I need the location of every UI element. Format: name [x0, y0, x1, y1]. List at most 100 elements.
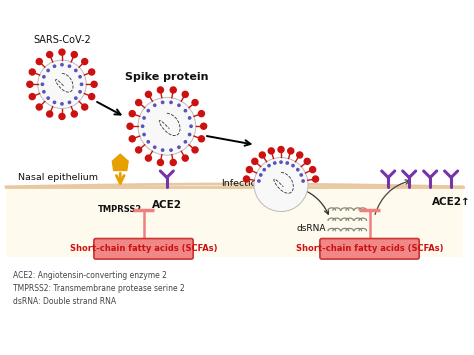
Circle shape: [41, 83, 44, 86]
Circle shape: [74, 97, 77, 99]
Circle shape: [29, 94, 35, 100]
Circle shape: [136, 147, 142, 153]
Circle shape: [147, 141, 149, 143]
Text: Short-chain fatty acids (SCFAs): Short-chain fatty acids (SCFAs): [70, 244, 217, 253]
Circle shape: [154, 146, 156, 148]
Circle shape: [89, 69, 95, 75]
Text: ACE2↑: ACE2↑: [432, 197, 471, 207]
Circle shape: [61, 64, 63, 66]
Circle shape: [136, 99, 142, 105]
Circle shape: [47, 69, 49, 72]
Circle shape: [36, 104, 42, 110]
Circle shape: [268, 148, 274, 154]
Circle shape: [297, 152, 303, 158]
Circle shape: [184, 141, 187, 143]
Circle shape: [300, 174, 302, 176]
Circle shape: [170, 101, 172, 104]
Circle shape: [68, 65, 71, 67]
Circle shape: [170, 149, 172, 151]
Circle shape: [27, 81, 33, 87]
Circle shape: [201, 123, 207, 129]
Circle shape: [71, 111, 77, 117]
Circle shape: [157, 87, 164, 93]
Circle shape: [46, 51, 53, 58]
Circle shape: [288, 148, 294, 154]
Circle shape: [43, 76, 45, 78]
Text: Spike protein: Spike protein: [125, 72, 209, 82]
Circle shape: [258, 180, 260, 182]
Circle shape: [129, 111, 135, 117]
Circle shape: [170, 87, 176, 93]
Circle shape: [254, 158, 308, 212]
Text: Infection: Infection: [221, 179, 262, 188]
FancyBboxPatch shape: [6, 187, 463, 257]
Circle shape: [292, 164, 294, 167]
Circle shape: [280, 161, 282, 163]
Circle shape: [182, 91, 188, 97]
Circle shape: [302, 180, 304, 182]
Text: dsRNA: Double strand RNA: dsRNA: Double strand RNA: [13, 297, 116, 306]
Circle shape: [178, 104, 180, 106]
Circle shape: [146, 91, 152, 97]
Circle shape: [304, 158, 310, 164]
Circle shape: [244, 176, 249, 182]
Circle shape: [74, 69, 77, 72]
Circle shape: [189, 117, 191, 119]
Circle shape: [127, 123, 133, 129]
Circle shape: [91, 81, 97, 87]
Circle shape: [157, 159, 164, 165]
Circle shape: [82, 104, 88, 110]
Circle shape: [141, 125, 144, 127]
Circle shape: [178, 146, 180, 148]
Circle shape: [252, 158, 258, 164]
Circle shape: [68, 101, 71, 104]
Circle shape: [182, 155, 188, 161]
FancyBboxPatch shape: [94, 239, 193, 259]
Circle shape: [61, 103, 63, 105]
Circle shape: [263, 169, 265, 171]
Text: Nasal epithelium: Nasal epithelium: [18, 173, 98, 182]
Circle shape: [162, 149, 164, 151]
Circle shape: [53, 65, 55, 67]
Circle shape: [129, 136, 135, 142]
Circle shape: [190, 125, 192, 127]
Circle shape: [278, 147, 284, 153]
Circle shape: [82, 59, 88, 65]
Circle shape: [79, 76, 81, 78]
Circle shape: [199, 111, 204, 117]
Circle shape: [46, 111, 53, 117]
Circle shape: [59, 113, 65, 120]
Circle shape: [71, 51, 77, 58]
Circle shape: [47, 97, 49, 99]
FancyBboxPatch shape: [320, 239, 419, 259]
Circle shape: [143, 133, 145, 136]
Text: TMPRSS2: TMPRSS2: [98, 204, 142, 213]
Circle shape: [260, 174, 262, 176]
Text: ACE2: ACE2: [152, 200, 182, 210]
Circle shape: [38, 60, 86, 109]
Circle shape: [273, 162, 276, 164]
Circle shape: [79, 91, 81, 93]
Text: TMPRSS2: Transmembrane protease serine 2: TMPRSS2: Transmembrane protease serine 2: [13, 284, 185, 293]
Circle shape: [59, 49, 65, 55]
Circle shape: [259, 152, 265, 158]
Circle shape: [146, 155, 152, 161]
Circle shape: [189, 133, 191, 136]
Circle shape: [147, 109, 149, 112]
Circle shape: [310, 166, 316, 173]
Circle shape: [297, 169, 299, 171]
Circle shape: [36, 59, 42, 65]
Circle shape: [184, 109, 187, 112]
Circle shape: [312, 176, 319, 182]
Circle shape: [81, 83, 83, 86]
Circle shape: [53, 101, 55, 104]
Circle shape: [138, 97, 196, 155]
Circle shape: [192, 99, 198, 105]
Circle shape: [170, 159, 176, 165]
Circle shape: [268, 164, 270, 167]
Text: SARS-CoV-2: SARS-CoV-2: [33, 35, 91, 45]
Circle shape: [162, 101, 164, 104]
Circle shape: [43, 91, 45, 93]
Circle shape: [286, 162, 288, 164]
Text: Short-chain fatty acids (SCFAs): Short-chain fatty acids (SCFAs): [296, 244, 443, 253]
